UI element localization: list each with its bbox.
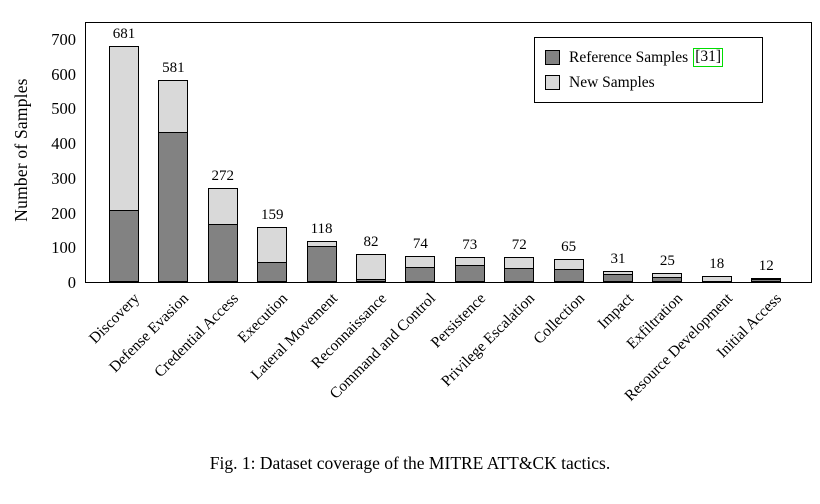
bar-segment-reference (505, 267, 534, 281)
bar-segment-reference (653, 276, 682, 281)
bar-value-label: 74 (412, 236, 428, 253)
bar-initial-access (751, 277, 782, 282)
bar-persistence (454, 256, 485, 282)
bar-reconnaissance (356, 253, 386, 282)
bar-value-label: 681 (112, 25, 136, 42)
bar-segment-reference (604, 274, 632, 281)
bar-value-label: 272 (211, 167, 235, 184)
bar-value-label: 31 (610, 251, 626, 268)
legend-item-reference-samples: Reference Samples [31] (545, 45, 752, 70)
y-tick-label: 100 (51, 238, 76, 258)
bar-value-label: 581 (162, 60, 185, 77)
bar-segment-reference (159, 131, 188, 281)
legend: Reference Samples [31] New Samples (534, 37, 763, 103)
y-tick-label: 300 (51, 168, 76, 188)
bar-segment-reference (357, 279, 385, 281)
y-tick-label: 500 (51, 99, 76, 119)
bar-segment-reference (554, 268, 583, 281)
legend-item-new-samples: New Samples (545, 70, 752, 95)
bar-execution (257, 226, 288, 282)
bar-segment-reference (258, 261, 287, 281)
bar-value-label: 65 (561, 239, 577, 256)
bar-value-label: 25 (659, 253, 675, 270)
bar-value-label: 73 (462, 236, 478, 253)
legend-swatch-new-samples (545, 75, 560, 90)
bar-lateral-movement (306, 241, 337, 282)
legend-label-new-samples: New Samples (569, 73, 655, 91)
bar-segment-reference (406, 267, 435, 281)
bar-discovery (109, 45, 139, 282)
bar-value-label: 12 (758, 257, 774, 274)
bar-impact (603, 271, 633, 282)
bar-segment-reference (752, 279, 781, 281)
figure-caption: Fig. 1: Dataset coverage of the MITRE AT… (209, 453, 611, 473)
y-tick-label: 400 (51, 134, 76, 154)
y-tick-label: 700 (51, 30, 76, 49)
bar-segment-reference (208, 223, 237, 281)
plot-area: Reference Samples [31] New Samples 681 58… (85, 22, 812, 283)
citation-link[interactable]: [31] (693, 48, 724, 67)
bar-defense-evasion (158, 80, 189, 282)
legend-label-reference-samples: Reference Samples (569, 48, 689, 66)
bar-value-label: 159 (260, 206, 284, 223)
y-tick-label: 600 (51, 64, 76, 84)
bar-exfiltration (652, 273, 683, 282)
bar-command-and-control (405, 256, 436, 282)
y-tick-label: 0 (67, 273, 76, 292)
y-tick-label: 200 (51, 203, 76, 223)
bar-segment-reference (307, 246, 336, 281)
bar-value-label: 72 (511, 237, 527, 254)
bar-segment-reference (110, 209, 138, 281)
bar-collection (553, 259, 584, 282)
bar-value-label: 82 (363, 233, 379, 250)
bar-value-label: 18 (709, 255, 725, 272)
legend-swatch-reference-samples (545, 50, 560, 65)
bar-segment-reference (455, 265, 484, 281)
bar-credential-access (207, 187, 238, 282)
bar-resource-development (701, 275, 732, 282)
bar-privilege-escalation (504, 257, 535, 282)
bar-value-label: 118 (310, 221, 333, 238)
